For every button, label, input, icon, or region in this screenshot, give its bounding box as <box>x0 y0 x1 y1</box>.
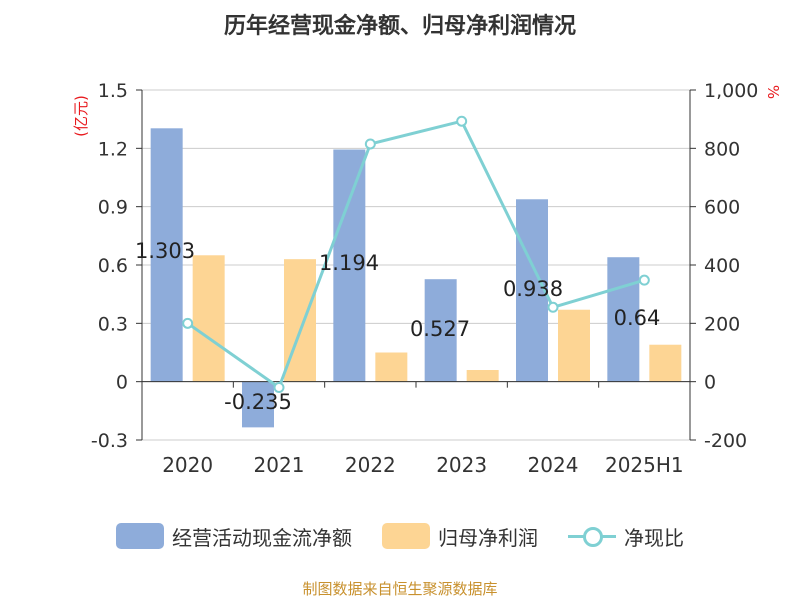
y-right-tick-label: 400 <box>704 255 740 277</box>
x-tick-label: 2023 <box>436 453 487 477</box>
y-left-axis-unit: (亿元) <box>72 95 90 137</box>
bar-cash-flow <box>424 279 457 382</box>
bar-cash-flow <box>242 381 274 428</box>
bar-net-profit <box>375 352 408 382</box>
x-tick-label: 2024 <box>528 453 579 477</box>
legend-swatch-ratio <box>568 523 616 549</box>
bar-cash-flow <box>607 257 640 382</box>
bar-net-profit <box>466 370 499 382</box>
legend-label-cash-flow: 经营活动现金流净额 <box>172 525 352 550</box>
point-ratio <box>364 138 376 150</box>
data-label-cash-flow: 1.303 <box>135 239 195 263</box>
legend-item-ratio[interactable]: 净现比 <box>568 522 684 551</box>
y-left-tick-label: 0.6 <box>98 255 128 277</box>
legend: 经营活动现金流净额 归母净利润 净现比 <box>0 516 800 556</box>
legend-item-net-profit[interactable]: 归母净利润 <box>382 522 538 551</box>
chart-title: 历年经营现金净额、归母净利润情况 <box>223 14 576 39</box>
y-right-tick-label: 200 <box>704 313 740 335</box>
x-tick-label: 2021 <box>254 453 305 477</box>
point-ratio <box>547 301 559 313</box>
line-ratio <box>186 119 645 390</box>
point-ratio <box>273 382 285 393</box>
bar-cash-flow <box>150 128 183 382</box>
y-left-tick-label: 0.9 <box>98 197 128 219</box>
y-right-tick-label: 1,000 <box>704 80 758 102</box>
point-ratio <box>456 115 468 127</box>
y-right-tick-label: -200 <box>704 430 747 452</box>
bar-cash-flow <box>333 149 366 382</box>
point-ratio <box>182 317 194 329</box>
source-note: 制图数据来自恒生聚源数据库 <box>302 580 498 598</box>
y-right-tick-label: 0 <box>704 372 716 394</box>
x-tick-label: 2022 <box>345 453 396 477</box>
bar-cash-flow <box>516 199 548 382</box>
point-ratio <box>638 274 650 286</box>
y-left-tick-label: 1.2 <box>98 138 128 160</box>
data-label-cash-flow: -0.235 <box>224 390 292 414</box>
legend-swatch-cash-flow <box>116 523 164 549</box>
legend-label-net-profit: 归母净利润 <box>438 525 538 550</box>
data-label-cash-flow: 0.64 <box>614 306 661 330</box>
x-tick-label: 2025H1 <box>605 453 684 477</box>
legend-label-ratio: 净现比 <box>624 525 684 550</box>
data-label-cash-flow: 1.194 <box>319 251 379 275</box>
x-tick-label: 2020 <box>162 453 213 477</box>
y-left-tick-label: -0.3 <box>91 430 128 452</box>
legend-swatch-net-profit <box>382 523 430 549</box>
bar-net-profit <box>192 255 225 382</box>
y-right-tick-label: 600 <box>704 197 740 219</box>
y-right-tick-label: 800 <box>704 138 740 160</box>
y-right-axis-unit: % <box>764 85 782 99</box>
legend-item-cash-flow[interactable]: 经营活动现金流净额 <box>116 522 352 551</box>
y-left-tick-label: 0.3 <box>98 313 128 335</box>
y-left-tick-label: 0 <box>116 372 128 394</box>
y-left-tick-label: 1.5 <box>98 80 128 102</box>
data-label-cash-flow: 0.527 <box>410 317 470 341</box>
data-label-cash-flow: 0.938 <box>503 277 563 301</box>
bar-net-profit <box>649 344 682 382</box>
bar-net-profit <box>558 309 590 382</box>
